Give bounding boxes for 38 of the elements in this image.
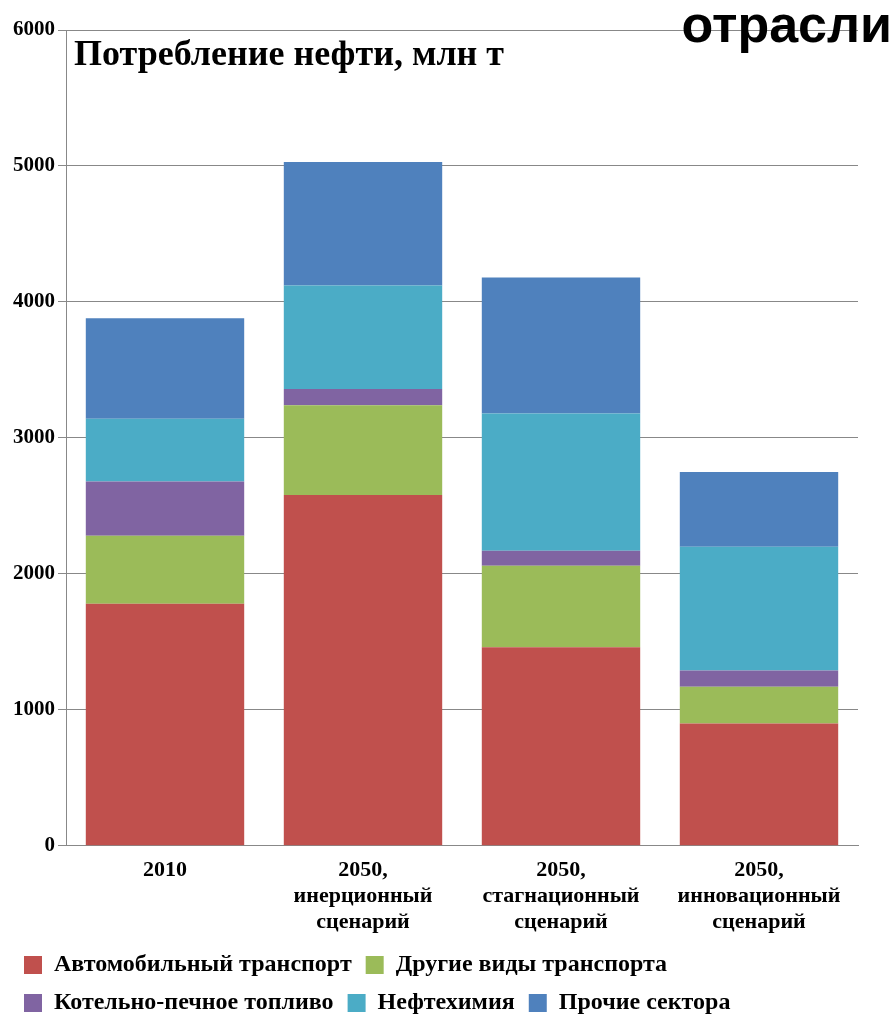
- bar: [283, 285, 443, 389]
- bar: [283, 405, 443, 496]
- bar: [481, 277, 641, 414]
- bar: [679, 546, 839, 671]
- bar: [283, 495, 443, 846]
- x-tick-label: 2050, инерционный сценарий: [293, 855, 433, 934]
- bar: [85, 418, 245, 482]
- y-tick-label: 3000: [13, 424, 55, 449]
- y-tick-label: 5000: [13, 152, 55, 177]
- bar: [481, 565, 641, 648]
- legend-label: Другие виды транспорта: [395, 950, 668, 977]
- annotation: отрасли: [681, 0, 892, 54]
- y-tick-label: 2000: [13, 560, 55, 585]
- legend-label: Котельно-печное топливо: [54, 988, 334, 1015]
- chart-title: Потребление нефти, млн т: [74, 33, 505, 74]
- bar: [85, 318, 245, 419]
- x-tick-label: 2050, стагнационный сценарий: [482, 855, 640, 934]
- bar: [481, 647, 641, 846]
- bar: [679, 471, 839, 547]
- x-tick-label: 2010: [143, 855, 187, 881]
- legend-label: Прочие сектора: [558, 988, 731, 1015]
- legend-label: Нефтехимия: [377, 988, 515, 1015]
- bar: [85, 535, 245, 604]
- bar: [283, 161, 443, 286]
- bar: [679, 686, 839, 724]
- bar: [85, 603, 245, 846]
- y-tick-label: 1000: [13, 696, 55, 721]
- y-tick-label: 4000: [13, 288, 55, 313]
- bar: [283, 388, 443, 406]
- bar: [481, 550, 641, 566]
- x-tick-label: 2050, инновационный сценарий: [677, 855, 841, 934]
- y-tick-label: 0: [44, 832, 55, 857]
- y-tick-label: 6000: [13, 16, 55, 41]
- bar: [85, 481, 245, 536]
- legend-label: Автомобильный транспорт: [54, 950, 352, 977]
- bar: [679, 723, 839, 846]
- bar: [679, 670, 839, 687]
- bar: [481, 413, 641, 551]
